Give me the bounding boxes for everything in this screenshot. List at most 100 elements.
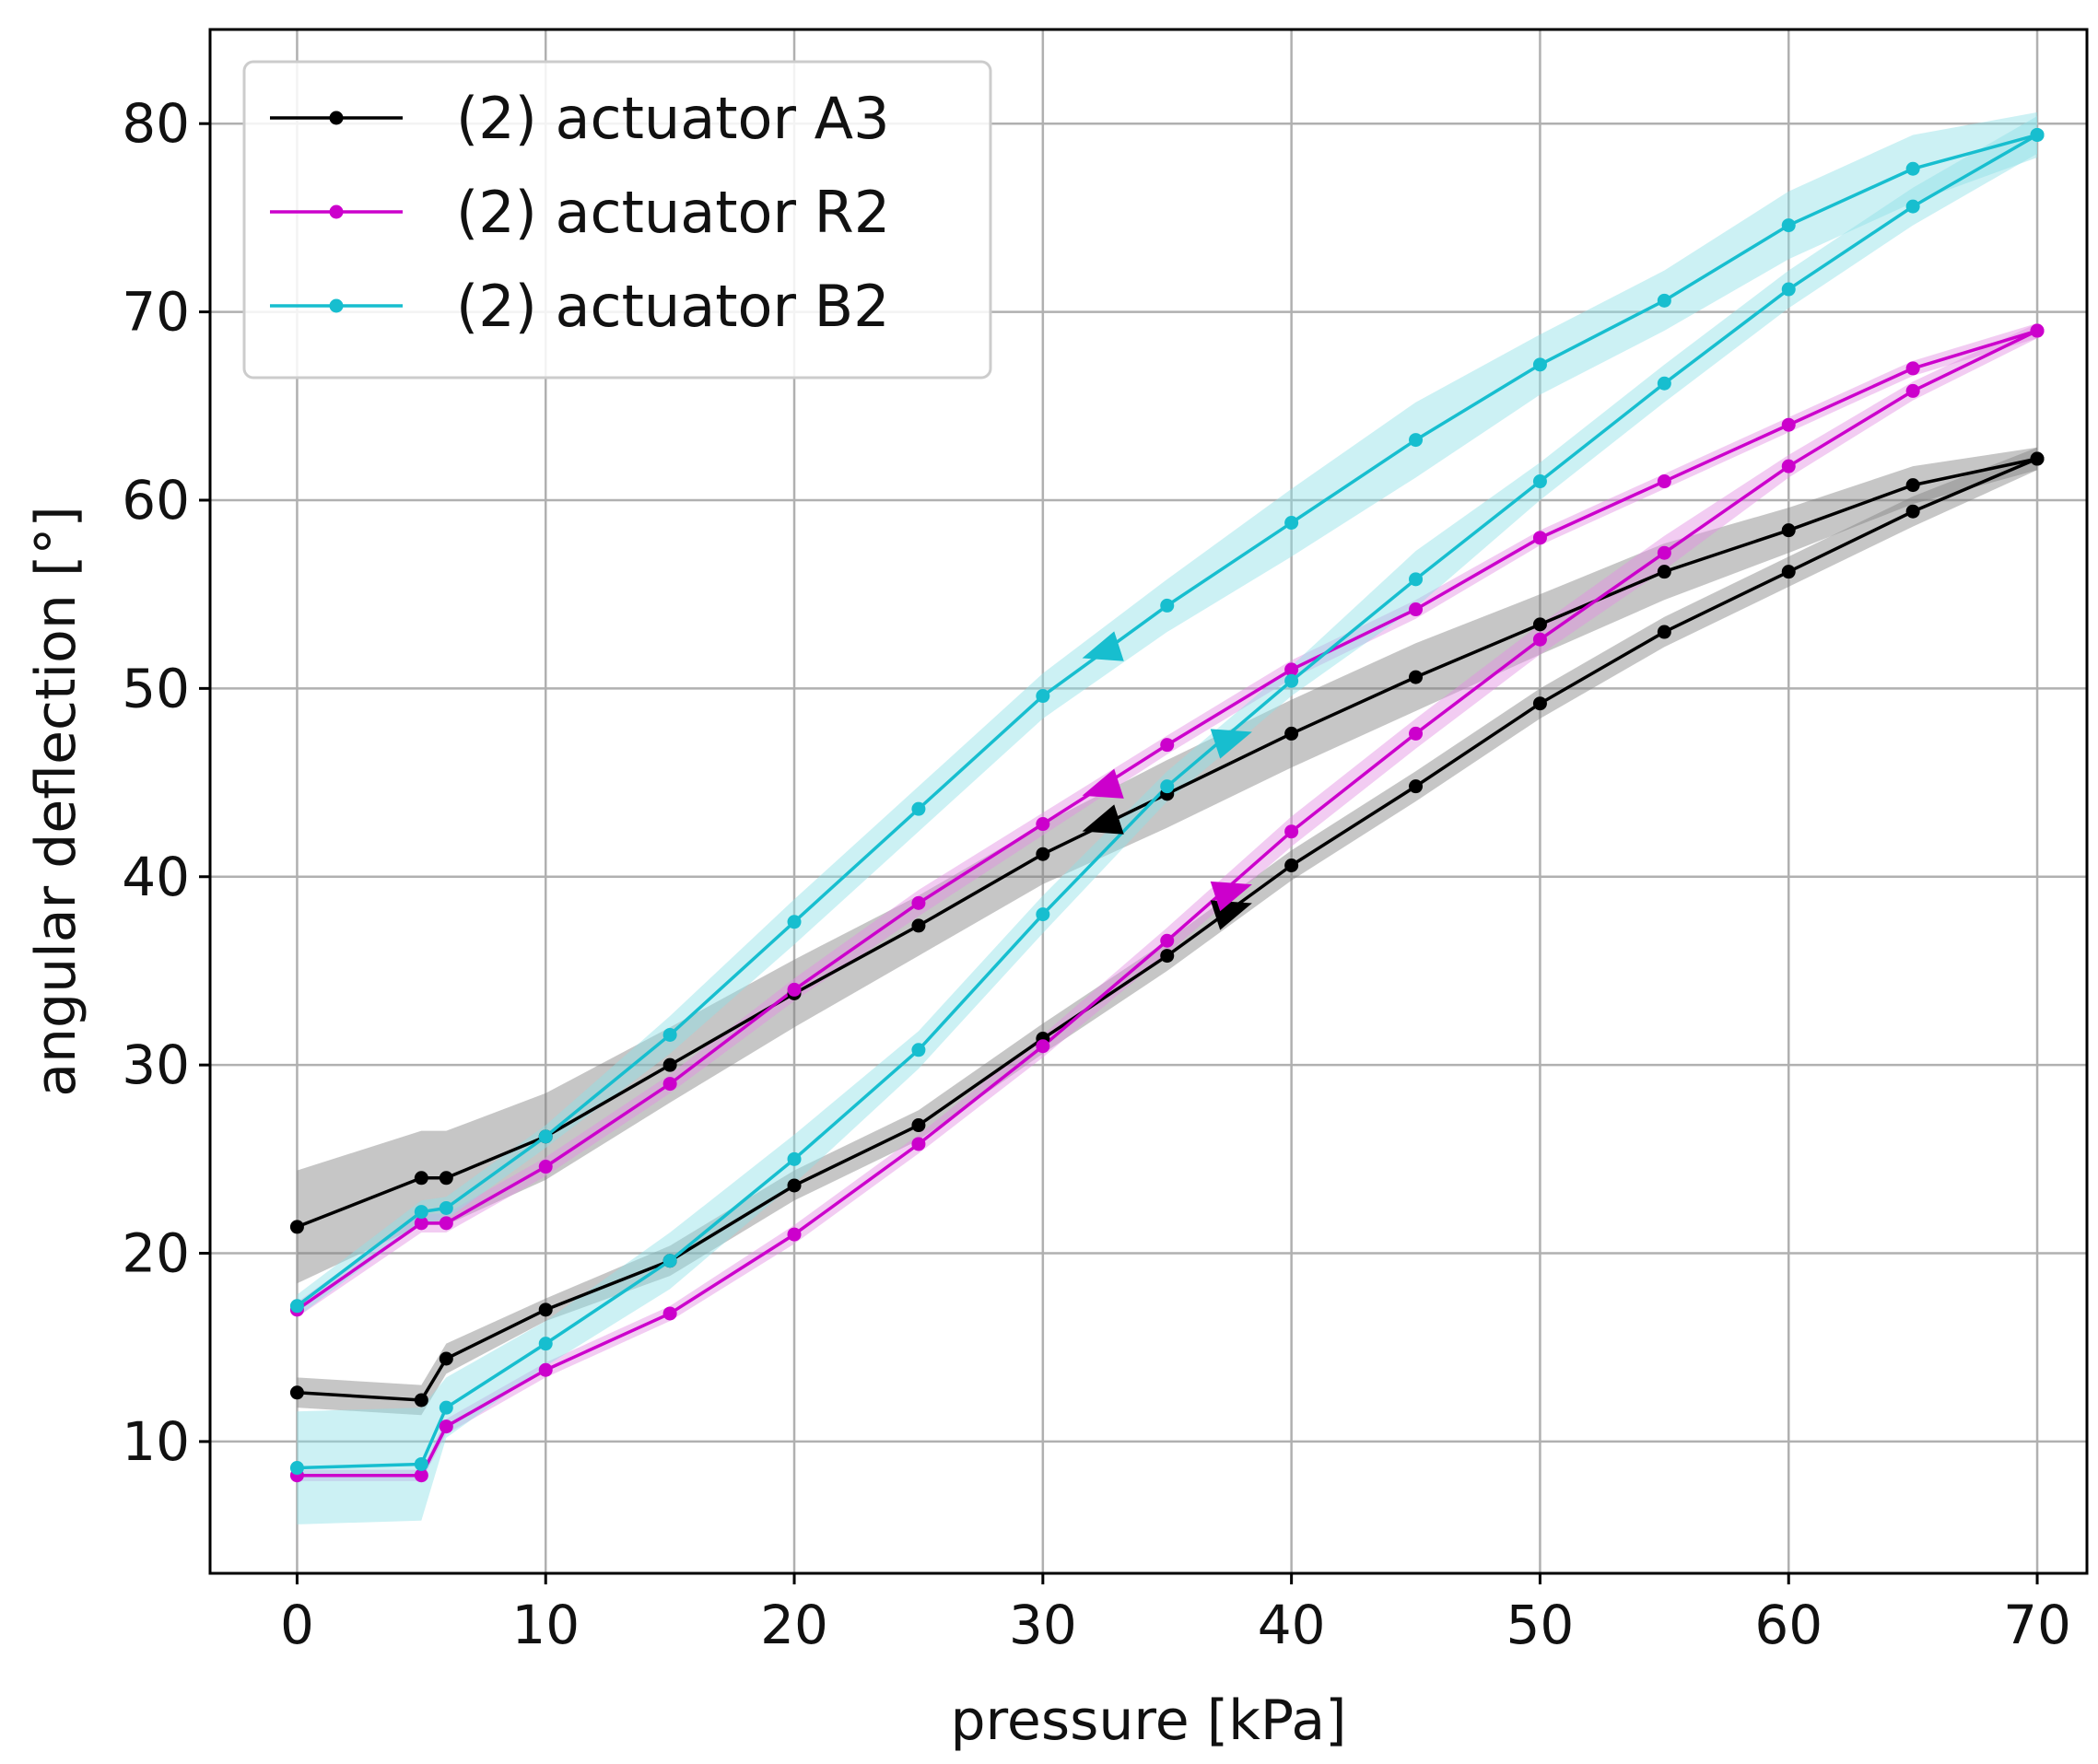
data-point [1657, 293, 1671, 308]
x-tick-label: 10 [511, 1594, 580, 1656]
data-point [1284, 662, 1299, 677]
data-point [2030, 451, 2045, 466]
legend-marker [329, 204, 344, 219]
data-point [414, 1468, 428, 1483]
series-markers [289, 127, 2045, 1483]
series-line-loading [297, 457, 2038, 1402]
data-point [1409, 779, 1424, 794]
data-point [538, 1337, 553, 1351]
data-point [1905, 504, 1920, 519]
data-point [1532, 617, 1547, 632]
y-tick-label: 60 [122, 469, 190, 532]
y-tick-label: 70 [122, 281, 190, 344]
data-point [787, 1227, 802, 1242]
data-point [1905, 383, 1920, 398]
data-point [1781, 523, 1796, 538]
direction-arrow [1082, 631, 1124, 661]
data-point [1532, 632, 1547, 647]
data-point [911, 1118, 926, 1133]
data-point [1657, 625, 1671, 639]
data-point [1160, 779, 1175, 794]
legend-label: (2) actuator A3 [456, 85, 890, 152]
grid [210, 29, 2087, 1573]
data-point [538, 1303, 553, 1317]
data-point [1781, 459, 1796, 473]
y-tick-label: 20 [122, 1222, 190, 1285]
data-point [2030, 127, 2045, 142]
data-point [1284, 858, 1299, 872]
legend-label: (2) actuator B2 [456, 273, 890, 340]
data-point [662, 1057, 677, 1072]
data-point [439, 1171, 453, 1186]
data-point [1532, 474, 1547, 489]
error-band-unloading [297, 322, 2038, 1318]
data-point [1409, 433, 1424, 448]
plot-frame [208, 28, 2089, 1575]
data-point [289, 1220, 304, 1234]
data-point [538, 1160, 553, 1174]
data-point [1036, 817, 1050, 832]
data-point [911, 1137, 926, 1151]
error-band-loading [297, 447, 2038, 1416]
data-point [911, 801, 926, 816]
data-point [787, 915, 802, 929]
data-point [414, 1216, 428, 1231]
data-point [1284, 516, 1299, 531]
data-point [1905, 478, 1920, 493]
data-point [289, 1299, 304, 1314]
y-tick-label: 10 [122, 1410, 190, 1473]
data-point [1284, 673, 1299, 688]
data-point [1905, 361, 1920, 376]
data-point [1409, 726, 1424, 741]
data-point [414, 1205, 428, 1220]
data-point [289, 1461, 304, 1476]
legend-label: (2) actuator R2 [456, 179, 890, 246]
data-point [1657, 474, 1671, 489]
data-point [1409, 602, 1424, 617]
series-line-loading [297, 133, 2038, 1470]
legend: (2) actuator A3 (2) actuator R2 (2) actuat… [242, 60, 992, 380]
data-point [1036, 847, 1050, 861]
direction-arrow [1082, 768, 1124, 799]
data-point [662, 1254, 677, 1268]
data-point [1657, 565, 1671, 579]
data-point [662, 1306, 677, 1321]
data-point [1905, 161, 1920, 176]
x-tick-label: 30 [1009, 1594, 1077, 1656]
direction-arrows [1082, 631, 1252, 930]
data-point [1284, 726, 1299, 741]
data-point [1036, 907, 1050, 922]
data-point [414, 1456, 428, 1471]
data-point [1781, 218, 1796, 233]
data-point [1781, 282, 1796, 297]
data-point [787, 1178, 802, 1193]
data-point [538, 1362, 553, 1377]
data-point [1036, 689, 1050, 704]
x-tick-label: 50 [1506, 1594, 1575, 1656]
data-point [1532, 531, 1547, 545]
data-point [662, 1027, 677, 1042]
direction-arrow [1210, 881, 1252, 912]
y-tick-label: 40 [122, 846, 190, 908]
error-band-unloading [297, 111, 2038, 1318]
data-point [439, 1216, 453, 1231]
data-point [439, 1419, 453, 1434]
data-point [1160, 738, 1175, 753]
data-point [1657, 545, 1671, 560]
data-point [911, 1043, 926, 1057]
legend-marker [329, 111, 344, 125]
data-point [414, 1171, 428, 1186]
data-point [2030, 323, 2045, 338]
x-tick-label: 70 [2003, 1594, 2071, 1656]
x-tick-label: 60 [1754, 1594, 1823, 1656]
data-point [1532, 696, 1547, 711]
data-point [1160, 598, 1175, 613]
data-point [911, 918, 926, 933]
data-point [439, 1200, 453, 1215]
x-tick-label: 40 [1258, 1594, 1326, 1656]
x-tick-label: 0 [280, 1594, 314, 1656]
y-axis-title: angular deflection [°] [24, 506, 88, 1097]
direction-arrow [1210, 729, 1252, 759]
data-point [662, 1077, 677, 1092]
